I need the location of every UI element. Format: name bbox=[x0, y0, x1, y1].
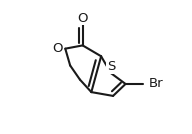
Text: S: S bbox=[107, 60, 115, 73]
Text: O: O bbox=[77, 12, 88, 25]
Text: O: O bbox=[52, 42, 63, 55]
Text: Br: Br bbox=[149, 77, 164, 90]
